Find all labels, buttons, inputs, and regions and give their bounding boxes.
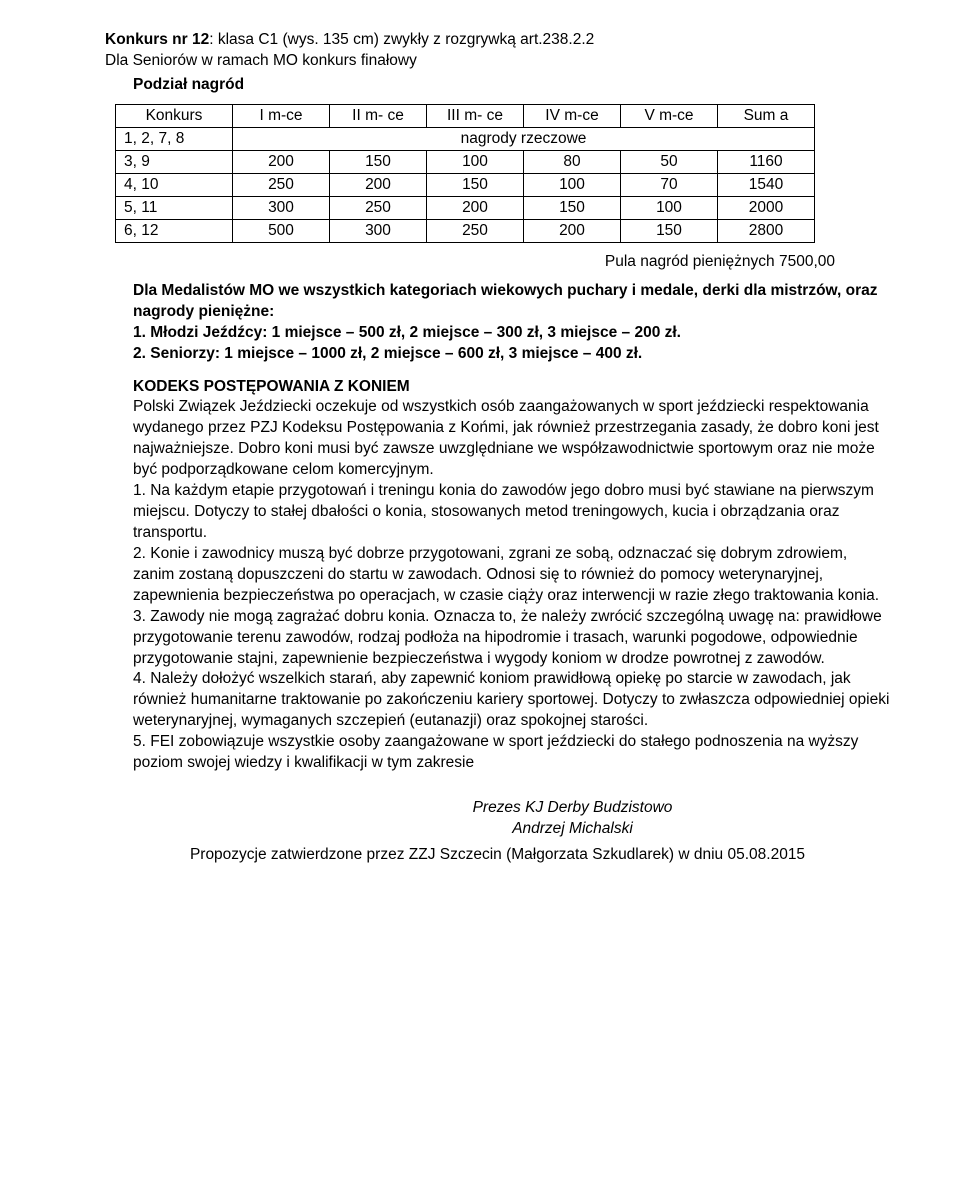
- row-label: 6, 12: [116, 219, 233, 242]
- prize-table: Konkurs I m-ce II m- ce III m- ce IV m-c…: [115, 104, 815, 243]
- kodeks-point: 2. Konie i zawodnicy muszą być dobrze pr…: [133, 544, 890, 607]
- kodeks-point: 1. Na każdym etapie przygotowań i trenin…: [133, 481, 890, 544]
- kodeks-point: 5. FEI zobowiązuje wszystkie osoby zaang…: [133, 732, 890, 774]
- table-row: 3, 920015010080501160: [116, 150, 815, 173]
- header-line-1: Konkurs nr 12: klasa C1 (wys. 135 cm) zw…: [105, 30, 890, 51]
- document-header: Konkurs nr 12: klasa C1 (wys. 135 cm) zw…: [105, 30, 890, 72]
- row-cell: 200: [524, 219, 621, 242]
- th-6: Sum a: [718, 104, 815, 127]
- row-cell: 50: [621, 150, 718, 173]
- row-cell: 80: [524, 150, 621, 173]
- medal-block: Dla Medalistów MO we wszystkich kategori…: [133, 281, 890, 365]
- row-merged: nagrody rzeczowe: [233, 127, 815, 150]
- row-cell: 250: [427, 219, 524, 242]
- row-cell: 150: [330, 150, 427, 173]
- th-2: II m- ce: [330, 104, 427, 127]
- row-cell: 200: [330, 173, 427, 196]
- row-cell: 300: [330, 219, 427, 242]
- row-label: 4, 10: [116, 173, 233, 196]
- row-cell: 500: [233, 219, 330, 242]
- medal-item: 1. Młodzi Jeźdźcy: 1 miejsce – 500 zł, 2…: [133, 323, 890, 344]
- row-cell: 1540: [718, 173, 815, 196]
- pool-amount: Pula nagród pieniężnych 7500,00: [105, 253, 835, 271]
- row-cell: 200: [233, 150, 330, 173]
- row-cell: 150: [621, 219, 718, 242]
- kodeks-block: KODEKS POSTĘPOWANIA Z KONIEM Polski Zwią…: [133, 377, 890, 775]
- row-cell: 2000: [718, 196, 815, 219]
- row-cell: 70: [621, 173, 718, 196]
- signature-block: Prezes KJ Derby Budzistowo Andrzej Micha…: [105, 798, 890, 840]
- kodeks-heading: KODEKS POSTĘPOWANIA Z KONIEM: [133, 377, 890, 398]
- row-cell: 100: [621, 196, 718, 219]
- medal-intro: Dla Medalistów MO we wszystkich kategori…: [133, 281, 890, 323]
- row-cell: 100: [427, 150, 524, 173]
- row-cell: 100: [524, 173, 621, 196]
- th-1: I m-ce: [233, 104, 330, 127]
- row-cell: 300: [233, 196, 330, 219]
- footer-approval: Propozycje zatwierdzone przez ZZJ Szczec…: [105, 846, 890, 864]
- header-line-2: Dla Seniorów w ramach MO konkurs finałow…: [105, 51, 890, 72]
- row-label: 3, 9: [116, 150, 233, 173]
- table-row: 4, 10250200150100701540: [116, 173, 815, 196]
- signature-line-1: Prezes KJ Derby Budzistowo: [255, 798, 890, 819]
- table-row: 6, 125003002502001502800: [116, 219, 815, 242]
- signature-line-2: Andrzej Michalski: [255, 819, 890, 840]
- kodeks-intro: Polski Związek Jeździecki oczekuje od ws…: [133, 397, 890, 481]
- table-row: 1, 2, 7, 8nagrody rzeczowe: [116, 127, 815, 150]
- th-5: V m-ce: [621, 104, 718, 127]
- prize-table-head: Konkurs I m-ce II m- ce III m- ce IV m-c…: [116, 104, 815, 127]
- kodeks-point: 3. Zawody nie mogą zagrażać dobru konia.…: [133, 607, 890, 670]
- row-cell: 150: [524, 196, 621, 219]
- prize-table-body: 1, 2, 7, 8nagrody rzeczowe3, 92001501008…: [116, 127, 815, 242]
- row-cell: 150: [427, 173, 524, 196]
- row-cell: 200: [427, 196, 524, 219]
- row-cell: 250: [233, 173, 330, 196]
- row-cell: 1160: [718, 150, 815, 173]
- konkurs-nr: Konkurs nr 12: [105, 31, 209, 48]
- th-3: III m- ce: [427, 104, 524, 127]
- medal-item: 2. Seniorzy: 1 miejsce – 1000 zł, 2 miej…: [133, 344, 890, 365]
- th-konkurs: Konkurs: [116, 104, 233, 127]
- row-label: 1, 2, 7, 8: [116, 127, 233, 150]
- table-row: 5, 113002502001501002000: [116, 196, 815, 219]
- subheading-podzial: Podział nagród: [133, 76, 890, 94]
- row-cell: 2800: [718, 219, 815, 242]
- th-4: IV m-ce: [524, 104, 621, 127]
- kodeks-point: 4. Należy dołożyć wszelkich starań, aby …: [133, 669, 890, 732]
- row-cell: 250: [330, 196, 427, 219]
- konkurs-desc: : klasa C1 (wys. 135 cm) zwykły z rozgry…: [209, 31, 594, 48]
- row-label: 5, 11: [116, 196, 233, 219]
